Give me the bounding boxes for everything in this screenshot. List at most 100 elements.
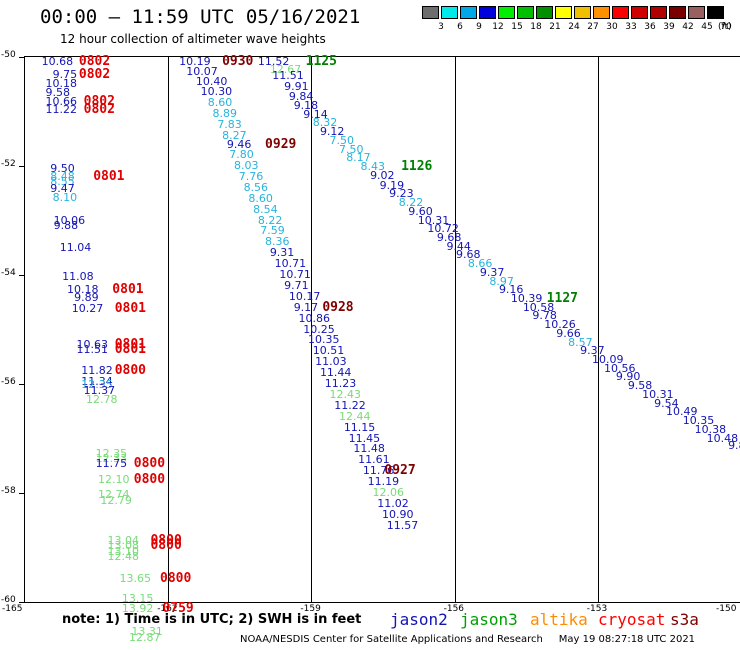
latitude-label: -56 [1,377,16,387]
colorbar-swatch [574,6,591,19]
colorbar-label: 24 [568,22,580,32]
credit-line: NOAA/NESDIS Center for Satellite Applica… [240,634,696,645]
wave-height-observation: 12.79 [100,494,132,508]
satellite-s3a: s3a [670,610,699,629]
wave-height-observation: 9.37 [479,265,505,279]
pass-time-label: 0930 [222,54,254,70]
wave-height-observation: 8.22 [398,196,424,210]
wave-height-observation: 9.68 [455,248,481,262]
wave-height-observation: 10.27 [71,302,104,316]
wave-height-observation: 9.54 [654,396,679,410]
wave-height-observation: 8.60 [248,191,273,205]
wave-height-observation: 11.57 [386,518,419,532]
wave-height-observation: 9.78 [532,309,557,323]
wave-height-observation: 12.06 [372,486,404,499]
wave-height-observation: 10.58 [522,300,555,314]
wave-height-observation: 10.72 [427,222,459,236]
wave-height-observation: 11.34 [81,374,113,388]
wave-height-observation: 8.43 [360,160,386,174]
wave-height-observation: 9.31 [269,246,295,260]
wave-height-observation: 7.50 [339,142,364,156]
pass-time-label: 0801 [112,281,144,297]
pass-time-label: 0929 [265,137,297,153]
colorbar-label: 21 [549,22,561,32]
wave-height-observation: 9.14 [303,108,328,122]
wave-height-observation: 8.66 [467,257,493,271]
wave-height-observation: 9.23 [389,187,414,201]
wave-height-observation: 10.18 [45,77,77,91]
wave-height-observation: 9.19 [379,178,405,192]
wave-height-observation: 11.48 [353,442,385,456]
wave-height-observation: 10.86 [298,311,330,325]
wave-height-observation: 11.52 [257,55,290,69]
colorbar-label: 27 [587,22,599,32]
wave-height-observation: 8.97 [489,274,514,288]
colorbar-swatch [460,6,477,19]
pass-time-label: 1126 [401,159,433,175]
wave-height-observation: 8.22 [257,213,283,227]
wave-height-observation: 11.61 [358,453,390,467]
latitude-tick [19,602,25,603]
wave-height-observation: 10.56 [603,361,636,375]
wave-height-observation: 10.63 [76,337,109,351]
pass-time-label: 0802 [83,94,115,110]
wave-height-observation: 8.36 [265,235,290,249]
wave-height-observation: 10.07 [186,64,218,78]
colorbar-swatch [631,6,648,19]
wave-height-observation: 10.26 [544,318,576,332]
colorbar-swatch [707,6,724,19]
wave-height-observation: 11.22 [334,398,366,412]
wave-height-observation: 11.51 [76,342,109,356]
longitude-gridline [311,57,313,602]
colorbar-swatch [479,6,496,19]
colorbar-label: 42 [682,22,694,32]
wave-height-observation: 8.27 [222,129,247,143]
wave-height-observation: 12.67 [269,62,302,76]
colorbar-label: 39 [663,22,675,32]
wave-height-observation: 13.10 [107,544,140,558]
wave-height-observation: 9.88 [53,218,79,232]
wave-height-observation: 11.02 [377,496,409,510]
colorbar-label: 15 [511,22,523,32]
wave-height-observation: 9.66 [556,326,581,340]
pass-time-label: 0800 [133,471,166,487]
wave-height-observation: 10.31 [417,213,450,227]
colorbar-label: 70 [720,22,732,32]
longitude-gridline [168,57,170,602]
wave-height-observation: 12.35 [95,446,128,460]
wave-height-observation: 9.84 [288,89,314,103]
wave-height-observation: 9.17 [293,300,319,314]
wave-height-observation: 10.06 [53,213,86,227]
pass-time-label: 0928 [322,299,354,315]
wave-height-observation: 10.31 [642,387,674,401]
longitude-label: -159 [300,604,321,614]
wave-height-observation: 11.04 [59,240,92,254]
wave-height-observation: 8.55 [50,175,75,189]
wave-height-observation: 11.51 [272,69,304,83]
wave-height-observation: 7.83 [217,118,242,132]
wave-height-observation: 8.10 [52,190,78,204]
colorbar-swatch [498,6,515,19]
pass-time-label: 0800 [160,571,192,587]
wave-height-observation: 7.50 [329,134,354,148]
colorbar-swatch [517,6,534,19]
pass-time-label: 0801 [114,341,146,357]
pass-time-label: 0927 [384,463,416,479]
wave-height-observation: 10.66 [45,95,77,109]
wave-height-observation: 9.68 [436,230,462,244]
colorbar-swatch [441,6,458,19]
wave-height-observation: 10.71 [279,268,311,281]
wave-height-observation: 10.68 [41,55,74,69]
wave-height-observation: 13.65 [119,572,151,586]
wave-height-observation: 8.03 [234,159,259,172]
wave-height-observation: 9.47 [50,181,75,195]
wave-height-observation: 13.04 [107,533,140,547]
map-plot-area [19,56,740,603]
latitude-tick [19,493,25,494]
wave-height-observation: 12.78 [86,393,118,407]
wave-height-observation: 8.56 [243,180,269,194]
longitude-label: -162 [157,604,178,614]
wave-height-observation: 13.31 [131,624,163,638]
longitude-gridline [454,57,456,602]
wave-height-observation: 10.25 [303,322,335,336]
